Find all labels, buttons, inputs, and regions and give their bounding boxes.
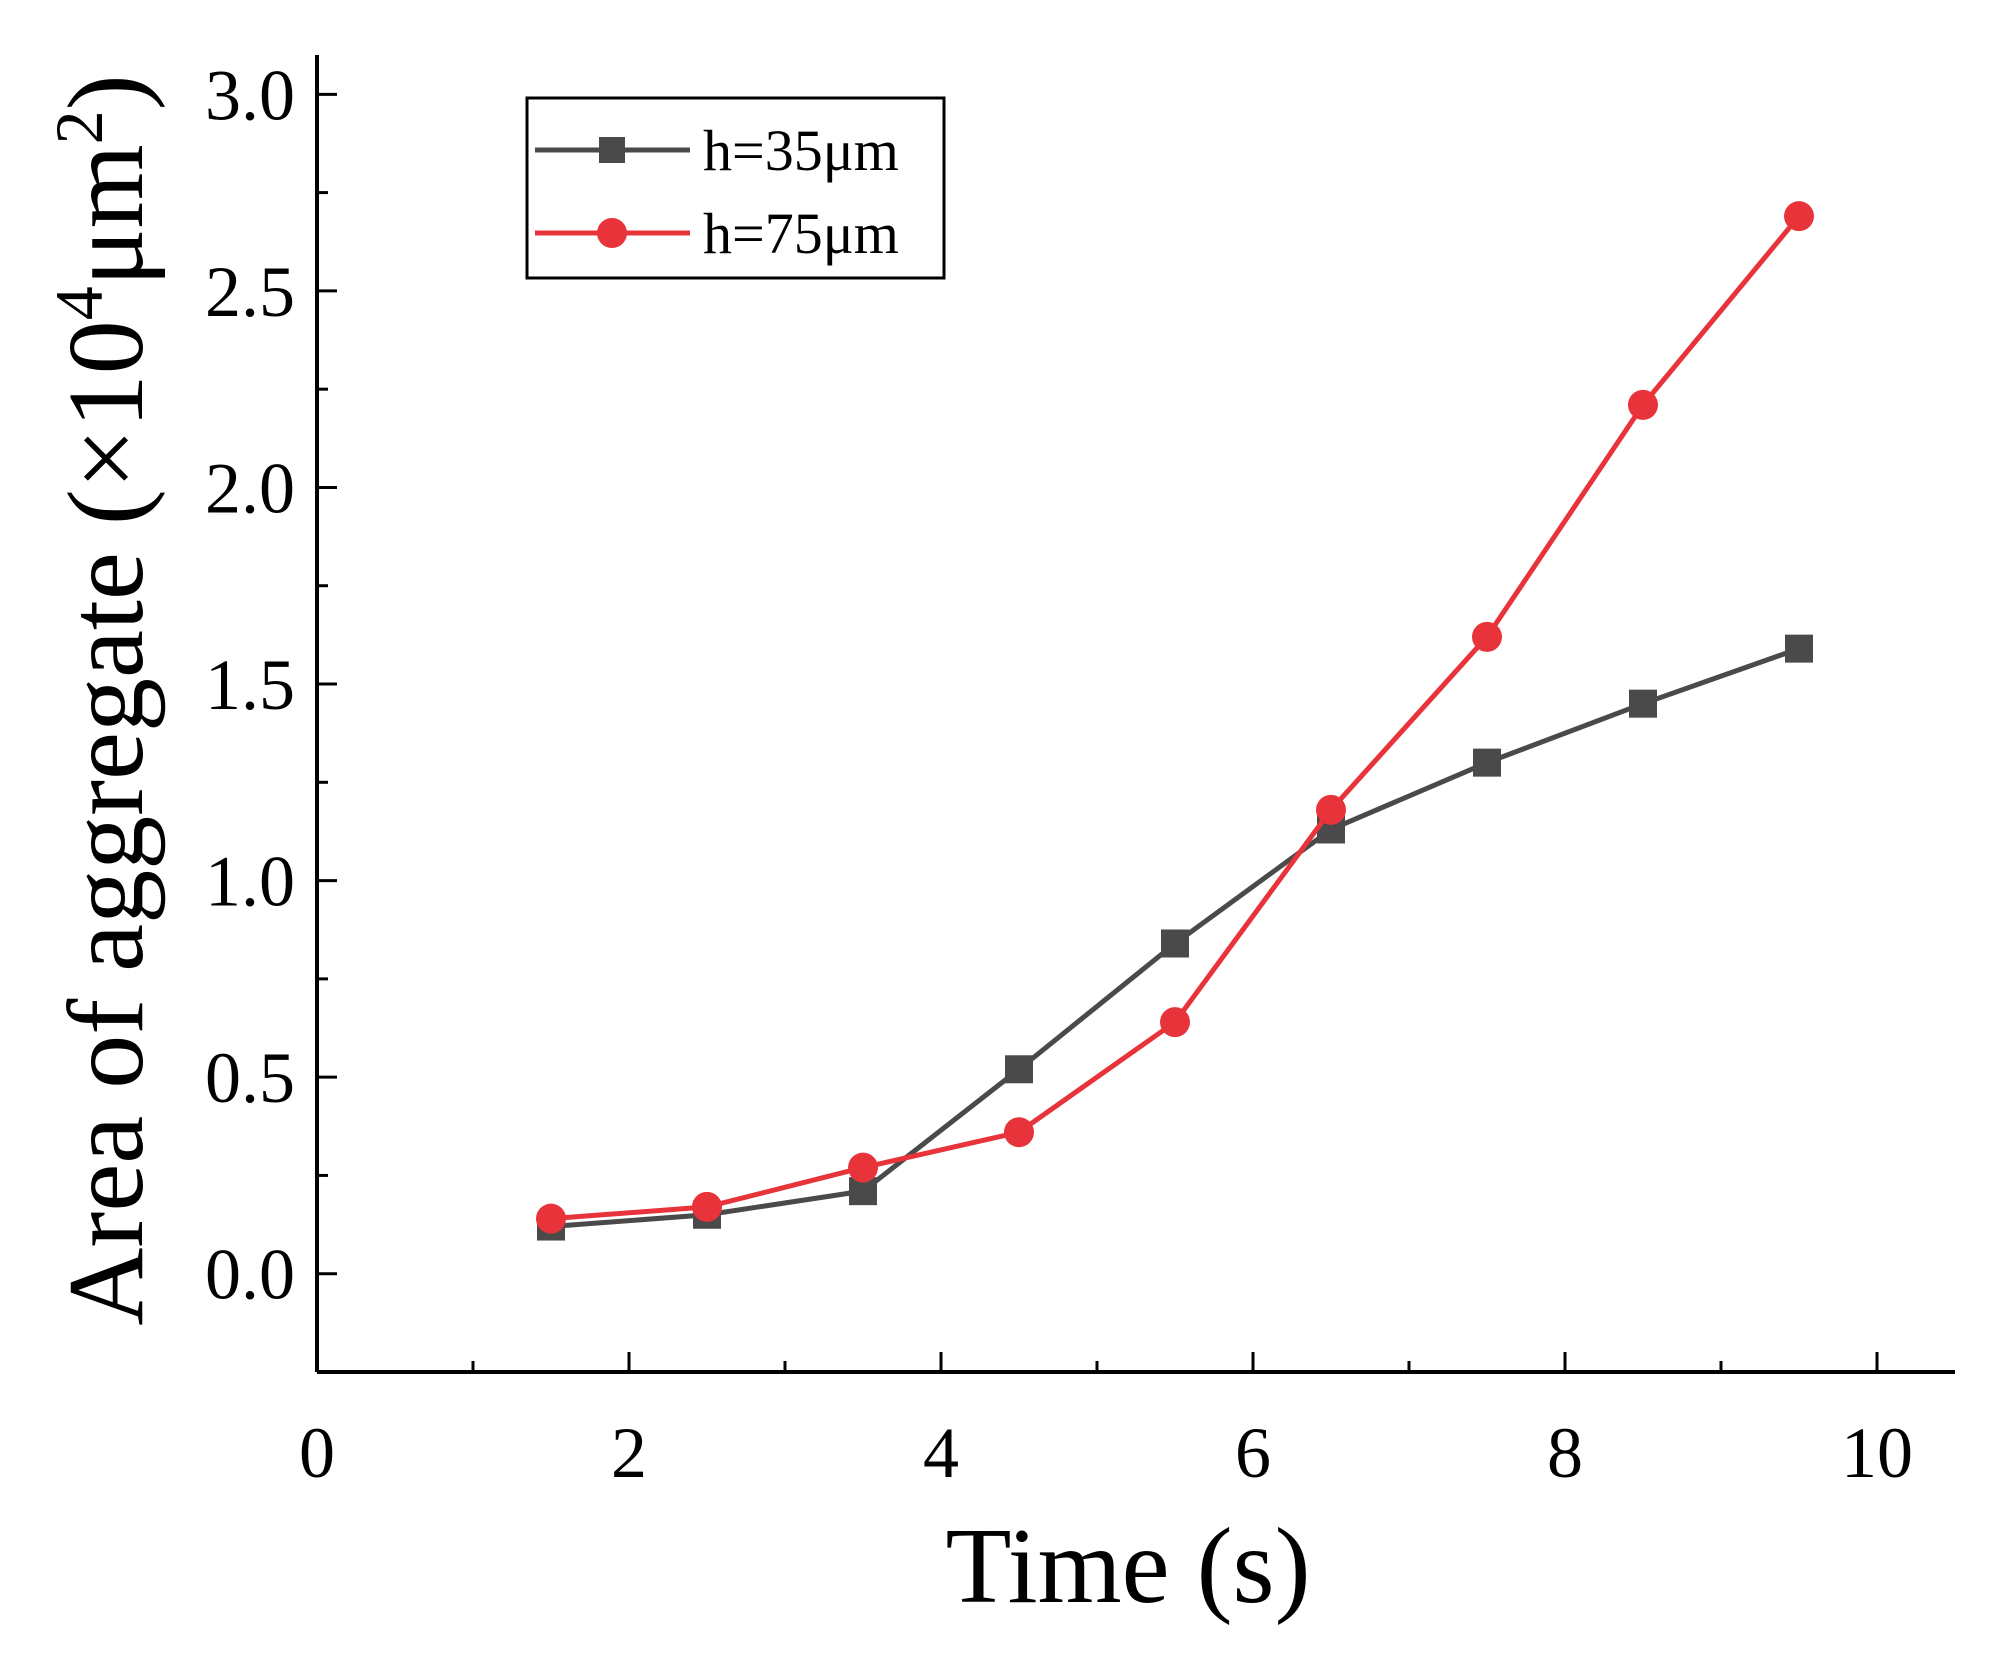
y-tick-label: 1.5 xyxy=(205,645,295,725)
x-tick-label: 2 xyxy=(611,1413,647,1493)
data-point xyxy=(848,1152,878,1183)
series-0 xyxy=(537,634,1813,1241)
axes xyxy=(315,55,1955,1374)
data-point xyxy=(1628,389,1658,420)
y-ticks: 0.0 0.5 1.0 1.5 2.0 2.5 3.0 xyxy=(205,55,337,1315)
x-ticks: 0 2 4 6 8 10 xyxy=(299,1352,1913,1493)
x-tick-label: 10 xyxy=(1841,1413,1913,1493)
legend: h=35μm h=75μm xyxy=(525,96,946,280)
legend-box xyxy=(525,96,946,280)
legend-marker-h75 xyxy=(597,218,627,248)
x-tick-label: 6 xyxy=(1235,1413,1271,1493)
y-tick-label: 0.0 xyxy=(205,1235,295,1315)
data-point xyxy=(1160,1007,1190,1038)
data-point xyxy=(1004,1117,1034,1148)
x-tick-label: 8 xyxy=(1547,1413,1583,1493)
legend-label-h35: h=35μm xyxy=(703,118,899,183)
data-point xyxy=(692,1191,722,1222)
legend-label-h75: h=75μm xyxy=(703,201,899,266)
x-axis-title: Time (s) xyxy=(945,1507,1310,1626)
data-point xyxy=(1629,689,1657,718)
y-tick-label: 0.5 xyxy=(205,1038,295,1118)
y-tick-label: 3.0 xyxy=(205,55,295,135)
y-tick-label: 1.0 xyxy=(205,842,295,922)
data-point xyxy=(1005,1055,1033,1084)
data-point xyxy=(1316,794,1346,825)
x-tick-label: 0 xyxy=(299,1413,335,1493)
data-point xyxy=(1472,621,1502,652)
data-point xyxy=(1784,201,1814,232)
series-1 xyxy=(536,201,1814,1234)
series-layer xyxy=(536,201,1814,1241)
legend-marker-h35 xyxy=(599,137,625,163)
y-tick-label: 2.0 xyxy=(205,448,295,528)
data-point xyxy=(1473,748,1501,777)
data-point xyxy=(1785,634,1813,663)
y-tick-label: 2.5 xyxy=(205,252,295,332)
y-axis-title: Area of aggregate (×104μm2) xyxy=(41,74,166,1325)
data-point xyxy=(536,1203,566,1234)
x-tick-label: 4 xyxy=(923,1413,959,1493)
data-point xyxy=(1161,929,1189,958)
